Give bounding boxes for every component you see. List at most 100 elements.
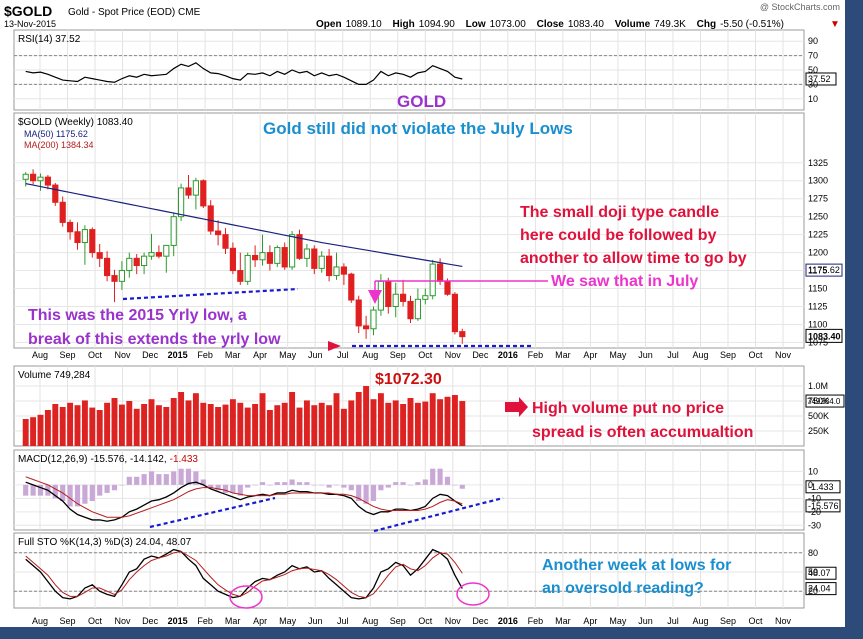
y-tick-label: 1275 [808,194,828,204]
candle-body [259,252,266,261]
y-tick-label: 1125 [808,301,827,311]
candle-body [311,248,318,269]
x-tick-label: Oct [88,616,103,626]
volume-bar [67,402,74,446]
candle-body [229,247,236,272]
macd-histogram-bar [341,484,347,488]
rsi-value-box [805,72,837,86]
volume-value: 749.3K [654,19,686,30]
macd-line [25,481,463,522]
y-tick-label: 0 [808,480,813,490]
rsi-line [25,62,463,86]
x-tick-label: May [609,350,627,360]
x-tick-label: Aug [362,350,378,360]
chart-date: 13-Nov-2015 [4,19,56,29]
sto-value-label: 24.04 [808,584,831,594]
candle-body [340,266,347,275]
x-tick-label: 2015 [168,350,188,360]
x-tick-label: Aug [362,616,378,626]
volume-bar [222,404,229,446]
x-tick-label: Sep [60,616,76,626]
macd-histogram-bar [444,476,451,485]
open-label: Open [316,19,342,30]
macd-histogram-bar [37,484,44,496]
volume-legend: Volume 749,284 [18,370,91,381]
x-tick-label: Jun [638,350,653,360]
volume-bar [200,402,207,446]
macd-legend-values: -15.576, -14.142, [90,454,166,465]
x-tick-label: Apr [253,350,267,360]
macd-histogram-bar [156,474,162,485]
x-tick-label: Mar [555,616,571,626]
volume-bar [22,419,29,446]
y-tick-label: 10 [808,94,818,104]
x-tick-label: Oct [749,616,764,626]
annotation-sto-1: Another week at lows for [542,557,731,574]
candle-body [185,187,192,196]
candle-body [200,180,207,207]
candle-body [111,275,118,282]
ma200-legend: MA(200) 1384.34 [24,140,94,150]
x-tick-label: Jun [638,616,653,626]
x-tick-label: Dec [142,350,159,360]
y-tick-label: 50 [808,65,818,75]
macd-histogram-bar [333,484,340,486]
x-tick-label: Feb [528,616,544,626]
ma50-legend: MA(50) 1175.62 [24,129,88,139]
x-tick-label: Mar [225,350,241,360]
candle-body [104,257,111,277]
volume-bar [44,410,51,446]
ohlc-readout: Open 1089.10 High 1094.90 Low 1073.00 Close… [316,19,784,30]
rsi-layer: 37.52 [25,62,837,86]
annotation-yrly-low-2: break of this extends the yrly low [28,331,281,348]
candle-body [89,229,96,254]
candle-body [296,234,303,259]
macd-histogram-bar [82,484,88,504]
volume-bar [259,393,266,446]
copyright: @ StockCharts.com [760,2,840,12]
volume-bar [333,393,340,446]
volume-bar [370,399,377,446]
volume-bar [414,402,421,446]
annotation-july-lows: Gold still did not violate the July Lows [263,119,573,138]
volume-bar [311,405,318,446]
axis-layer: Aug Aug Sep Sep Oct Oct Nov Nov Dec Dec 2015 2015 Fe… [32,36,829,626]
candle-body [266,252,273,264]
macd-value-label: -1.433 [808,482,834,492]
x-tick-label: Nov [115,616,132,626]
candle-body [133,257,140,267]
macd-histogram-bar [430,468,436,485]
x-tick-label: Sep [390,350,406,360]
candle-body [444,280,451,295]
macd-histogram-bar [30,484,36,496]
macd-histogram-bar [267,484,273,486]
macd-histogram-bar [74,484,81,507]
candle-body [96,252,103,259]
candle-body [252,254,259,261]
candle-body [170,216,177,246]
candle-body [52,184,59,203]
y-tick-label: 1.0M [808,381,828,391]
candle-body [437,263,444,282]
volume-bar [451,395,458,446]
volume-bar [348,400,355,446]
annotation-doji-3: another to allow time to go by [520,250,747,267]
volume-bar [437,399,444,446]
macd-panel [13,449,805,531]
x-tick-label: Nov [775,616,792,626]
macd-histogram-bar [171,471,177,485]
candle-body [400,293,407,302]
macd-histogram-bar [400,482,406,485]
volume-bar [207,404,214,446]
macd-histogram-bar [178,468,184,485]
volume-bar [96,410,103,446]
x-tick-label: Dec [472,350,489,360]
macd-histogram-bar [378,484,384,491]
candle-body [318,255,325,269]
candle-body [414,298,421,320]
x-tick-label: May [279,350,297,360]
volume-bar [377,393,384,446]
x-tick-label: Apr [253,616,267,626]
x-tick-label: Aug [32,616,48,626]
x-tick-label: Jun [308,616,323,626]
